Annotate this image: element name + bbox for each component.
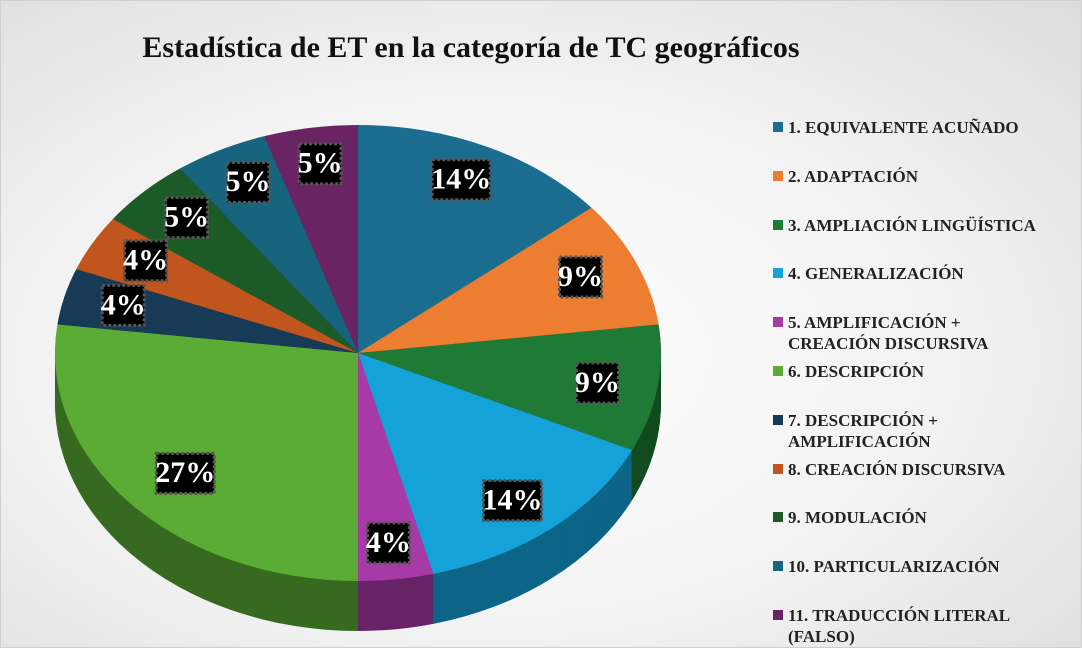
data-label: 5% — [225, 165, 270, 198]
slice — [358, 125, 592, 353]
slice — [358, 324, 662, 451]
legend-label: 10. PARTICULARIZACIÓN — [788, 557, 1000, 577]
legend-swatch — [773, 122, 783, 132]
legend-label: 2. ADAPTACIÓN — [788, 166, 919, 186]
data-label: 4% — [366, 526, 411, 559]
legend-label: 3. AMPLIACIÓN LINGÜÍSTICA — [788, 215, 1036, 235]
legend-swatch — [773, 561, 783, 572]
legend-label: 4. GENERALIZACIÓN — [788, 264, 964, 284]
legend-swatch — [773, 268, 783, 279]
data-label: 14% — [483, 483, 543, 516]
legend-swatch — [773, 512, 783, 523]
legend-item: 9. MODULACIÓN — [773, 507, 1053, 556]
legend-swatch — [773, 317, 783, 328]
legend-label: 6. DESCRIPCIÓN — [788, 361, 925, 381]
slice — [358, 353, 633, 574]
legend-label: 9. MODULACIÓN — [788, 508, 927, 528]
legend-swatch — [773, 170, 783, 181]
legend-item: 4. GENERALIZACIÓN — [773, 263, 1053, 312]
legend-label: 7. DESCRIPCIÓN + AMPLIFICACIÓN — [788, 410, 938, 451]
legend-item: 2. ADAPTACIÓN — [773, 166, 1053, 215]
data-label: 5% — [298, 147, 343, 180]
legend-swatch — [773, 219, 783, 230]
legend-swatch — [773, 414, 783, 425]
legend-swatch — [773, 365, 783, 376]
legend-item: 7. DESCRIPCIÓN + AMPLIFICACIÓN — [773, 410, 1053, 459]
legend-item: 8. CREACIÓN DISCURSIVA — [773, 459, 1053, 508]
legend-item: 6. DESCRIPCIÓN — [773, 361, 1053, 410]
label-box — [482, 479, 544, 523]
legend-swatch — [773, 609, 783, 620]
legend-label: 11. TRADUCCIÓN LITERAL (FALSO) — [788, 605, 1010, 646]
slice — [358, 207, 659, 353]
legend-item: 10. PARTICULARIZACIÓN — [773, 556, 1053, 605]
label-box — [365, 521, 411, 565]
data-label: 4% — [123, 244, 168, 277]
legend: 1. EQUIVALENTE ACUÑADO 2. ADAPTACIÓN 3. AM… — [773, 117, 1053, 647]
legend-item: 1. EQUIVALENTE ACUÑADO — [773, 117, 1053, 166]
chart-title: Estadística de ET en la categoría de TC … — [142, 31, 800, 64]
data-label: 4% — [101, 288, 146, 321]
label-box — [430, 158, 492, 202]
data-label: 14% — [431, 163, 491, 196]
legend-label: 1. EQUIVALENTE ACUÑADO — [788, 118, 1019, 137]
data-label: 5% — [164, 200, 209, 233]
data-label: 9% — [558, 260, 603, 293]
data-label: 9% — [575, 366, 620, 399]
legend-swatch — [773, 463, 783, 474]
legend-label: 5. AMPLIFICACIÓN + CREACIÓN DISCURSIVA — [788, 313, 989, 354]
legend-item: 3. AMPLIACIÓN LINGÜÍSTICA — [773, 215, 1053, 264]
label-box — [557, 255, 603, 299]
legend-item: 5. AMPLIFICACIÓN + CREACIÓN DISCURSIVA — [773, 312, 1053, 361]
data-label: 27% — [155, 456, 215, 489]
label-box — [123, 239, 169, 283]
label-box — [164, 196, 210, 240]
slice — [179, 136, 358, 353]
label-box — [225, 160, 271, 204]
legend-label: 8. CREACIÓN DISCURSIVA — [788, 459, 1006, 479]
label-box — [154, 451, 216, 495]
label-box — [574, 361, 620, 405]
label-box — [100, 283, 146, 327]
legend-item: 11. TRADUCCIÓN LITERAL (FALSO) — [773, 605, 1053, 647]
label-box — [297, 142, 343, 186]
